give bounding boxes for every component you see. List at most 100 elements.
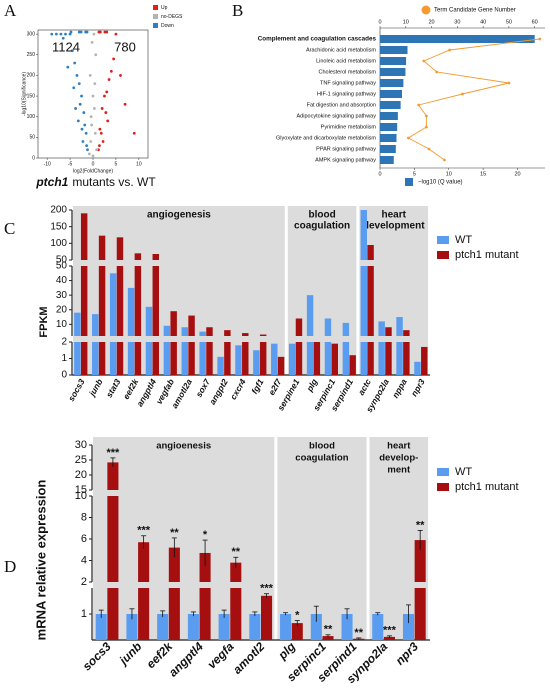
bar [367, 342, 374, 375]
bar [92, 314, 99, 336]
bar [380, 156, 394, 164]
x2-tick-label: 60 [532, 19, 538, 25]
x2-tick-label: 30 [454, 19, 460, 25]
bar [157, 614, 169, 640]
gene-marker [417, 103, 421, 107]
bar [372, 614, 384, 640]
x-tick-label: socs3 [66, 377, 87, 403]
x-tick-label: -10 [44, 161, 51, 167]
x-tick-label: 5 [413, 171, 416, 177]
bar [74, 312, 81, 336]
bar [383, 636, 395, 640]
legend-label: ptch1 mutant [455, 249, 519, 261]
gene-marker [425, 114, 428, 118]
y-axis-label: -log10(Significance) [21, 72, 27, 117]
gene-line [407, 38, 540, 161]
y-tick-label: 50 [56, 255, 68, 266]
bar [116, 266, 124, 336]
legend-label: Term Candidate Gene Number [434, 8, 516, 14]
bar [145, 306, 153, 336]
x-tick-label: 20 [514, 171, 520, 177]
point [92, 32, 96, 36]
point [94, 53, 98, 57]
legend-swatch [153, 14, 158, 19]
gene-marker [448, 48, 452, 52]
bar [414, 361, 421, 375]
bar [259, 334, 267, 336]
bar [324, 342, 332, 375]
legend-label: no-DEGS [161, 14, 183, 20]
point [76, 119, 80, 123]
bar [378, 342, 385, 375]
x2-tick-label: 10 [403, 19, 409, 25]
x-tick-label: 10 [446, 171, 452, 177]
y-tick-label: 6 [81, 533, 87, 545]
bar [134, 266, 142, 336]
point [59, 32, 63, 36]
y-tick-label: 15 [75, 484, 87, 496]
point [84, 30, 88, 34]
point [70, 49, 74, 53]
point [50, 32, 54, 36]
point [80, 94, 83, 98]
point [93, 82, 97, 86]
category-label: HIF-1 signaling pathway [317, 91, 376, 97]
significance-label: *** [137, 525, 151, 537]
bar [342, 342, 350, 375]
point [98, 144, 101, 148]
bar [360, 210, 367, 260]
point [77, 30, 81, 34]
y-tick-label: 100 [27, 114, 36, 120]
panel-label: B [232, 1, 243, 20]
point [64, 32, 67, 36]
bar [80, 342, 88, 375]
point [82, 111, 86, 114]
category-label: Arachidonic acid metabolism [306, 47, 376, 53]
x-tick-label: cxcr4 [228, 377, 248, 401]
point [104, 111, 108, 114]
bar [403, 330, 410, 336]
bar [217, 356, 224, 375]
panel-label: A [4, 1, 17, 20]
point [90, 40, 94, 44]
x-tick-label: npr3 [409, 377, 427, 398]
bar [295, 318, 303, 336]
y-tick-label: 50 [56, 261, 68, 272]
point [100, 107, 104, 110]
bar [109, 273, 117, 336]
point [106, 119, 110, 123]
bar [277, 356, 285, 375]
bar [188, 342, 195, 375]
bar [288, 343, 296, 375]
group-band [93, 437, 275, 640]
group-label: angiogenesis [147, 210, 211, 221]
bar [107, 588, 119, 640]
y-axis-label: FPKM [38, 306, 50, 337]
x-tick-label: fgf1 [249, 377, 266, 396]
legend-marker [421, 5, 431, 15]
bar [324, 318, 332, 336]
bar [152, 254, 159, 260]
point [91, 154, 95, 158]
bar [116, 237, 124, 260]
bar [380, 35, 535, 43]
point [105, 90, 109, 94]
x-tick-label: npr3 [393, 639, 422, 668]
bar [98, 235, 106, 260]
group-band [277, 437, 367, 640]
point [123, 102, 127, 106]
y-tick-label: 200 [27, 73, 36, 79]
x-tick-label: -5 [68, 161, 73, 167]
y-tick-label: 25 [75, 454, 87, 466]
bar [98, 266, 106, 336]
point [73, 61, 77, 65]
bar [224, 342, 231, 375]
group-label: coagulation [295, 453, 349, 464]
bar [138, 542, 150, 582]
bar [168, 588, 180, 640]
bar [249, 614, 261, 640]
caption-text: mutants vs. WT [72, 175, 156, 189]
bar [331, 343, 338, 375]
bar [127, 342, 135, 375]
x-tick-label: e2f7 [266, 376, 284, 397]
